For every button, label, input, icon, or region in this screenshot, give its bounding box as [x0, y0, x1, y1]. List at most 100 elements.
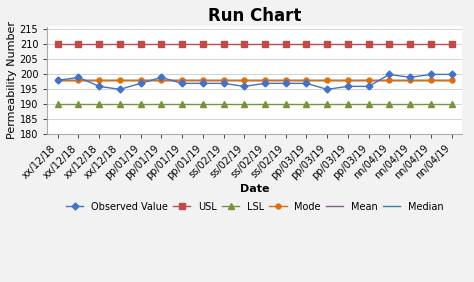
- Mode: [200, 79, 206, 82]
- Mean: [138, 79, 144, 82]
- LSL: [179, 103, 185, 106]
- Legend: Observed Value, USL, LSL, Mode, Mean, Median: Observed Value, USL, LSL, Mode, Mean, Me…: [66, 202, 444, 212]
- USL: [262, 43, 268, 46]
- Observed Value: [262, 82, 268, 85]
- LSL: [55, 103, 61, 106]
- LSL: [324, 103, 330, 106]
- USL: [76, 43, 82, 46]
- Mode: [117, 79, 123, 82]
- LSL: [200, 103, 206, 106]
- Mean: [428, 79, 434, 82]
- Median: [386, 79, 392, 82]
- Observed Value: [158, 76, 164, 79]
- Median: [241, 79, 247, 82]
- Observed Value: [200, 82, 206, 85]
- USL: [221, 43, 227, 46]
- LSL: [138, 103, 144, 106]
- LSL: [76, 103, 82, 106]
- Mode: [138, 79, 144, 82]
- Mean: [76, 79, 82, 82]
- Mode: [449, 79, 455, 82]
- Median: [366, 79, 372, 82]
- USL: [428, 43, 434, 46]
- USL: [449, 43, 455, 46]
- Median: [324, 79, 330, 82]
- Median: [304, 79, 310, 82]
- Observed Value: [138, 82, 144, 85]
- Median: [428, 79, 434, 82]
- USL: [283, 43, 289, 46]
- Median: [345, 79, 351, 82]
- Observed Value: [304, 82, 310, 85]
- Observed Value: [96, 85, 102, 88]
- USL: [345, 43, 351, 46]
- Y-axis label: Permeability Number: Permeability Number: [7, 21, 17, 139]
- USL: [366, 43, 372, 46]
- Observed Value: [449, 73, 455, 76]
- Mean: [366, 79, 372, 82]
- Title: Run Chart: Run Chart: [208, 7, 301, 25]
- Observed Value: [179, 82, 185, 85]
- USL: [117, 43, 123, 46]
- Observed Value: [55, 79, 61, 82]
- Median: [96, 79, 102, 82]
- Mean: [179, 79, 185, 82]
- Median: [283, 79, 289, 82]
- LSL: [428, 103, 434, 106]
- Observed Value: [407, 76, 413, 79]
- Mode: [428, 79, 434, 82]
- Line: Mode: Mode: [55, 78, 454, 83]
- Observed Value: [221, 82, 227, 85]
- Mean: [200, 79, 206, 82]
- X-axis label: Date: Date: [240, 184, 269, 194]
- Median: [76, 79, 82, 82]
- Mean: [386, 79, 392, 82]
- LSL: [117, 103, 123, 106]
- Mean: [283, 79, 289, 82]
- USL: [407, 43, 413, 46]
- Mean: [449, 79, 455, 82]
- Mode: [262, 79, 268, 82]
- Median: [221, 79, 227, 82]
- LSL: [345, 103, 351, 106]
- Line: Observed Value: Observed Value: [55, 72, 454, 92]
- Median: [449, 79, 455, 82]
- LSL: [96, 103, 102, 106]
- USL: [158, 43, 164, 46]
- USL: [200, 43, 206, 46]
- Observed Value: [428, 73, 434, 76]
- LSL: [221, 103, 227, 106]
- Line: USL: USL: [55, 42, 455, 47]
- Mode: [324, 79, 330, 82]
- Mean: [221, 79, 227, 82]
- USL: [324, 43, 330, 46]
- Mode: [179, 79, 185, 82]
- Mode: [283, 79, 289, 82]
- Mean: [117, 79, 123, 82]
- LSL: [407, 103, 413, 106]
- Mode: [158, 79, 164, 82]
- LSL: [158, 103, 164, 106]
- USL: [241, 43, 247, 46]
- LSL: [366, 103, 372, 106]
- Mean: [324, 79, 330, 82]
- Observed Value: [76, 76, 82, 79]
- Median: [200, 79, 206, 82]
- Mode: [76, 79, 82, 82]
- Mode: [304, 79, 310, 82]
- Mean: [304, 79, 310, 82]
- Mean: [96, 79, 102, 82]
- LSL: [304, 103, 310, 106]
- USL: [96, 43, 102, 46]
- Observed Value: [345, 85, 351, 88]
- Observed Value: [241, 85, 247, 88]
- Mean: [55, 79, 61, 82]
- Median: [158, 79, 164, 82]
- Observed Value: [366, 85, 372, 88]
- Observed Value: [386, 73, 392, 76]
- Mean: [158, 79, 164, 82]
- Observed Value: [283, 82, 289, 85]
- LSL: [386, 103, 392, 106]
- Mode: [386, 79, 392, 82]
- Median: [179, 79, 185, 82]
